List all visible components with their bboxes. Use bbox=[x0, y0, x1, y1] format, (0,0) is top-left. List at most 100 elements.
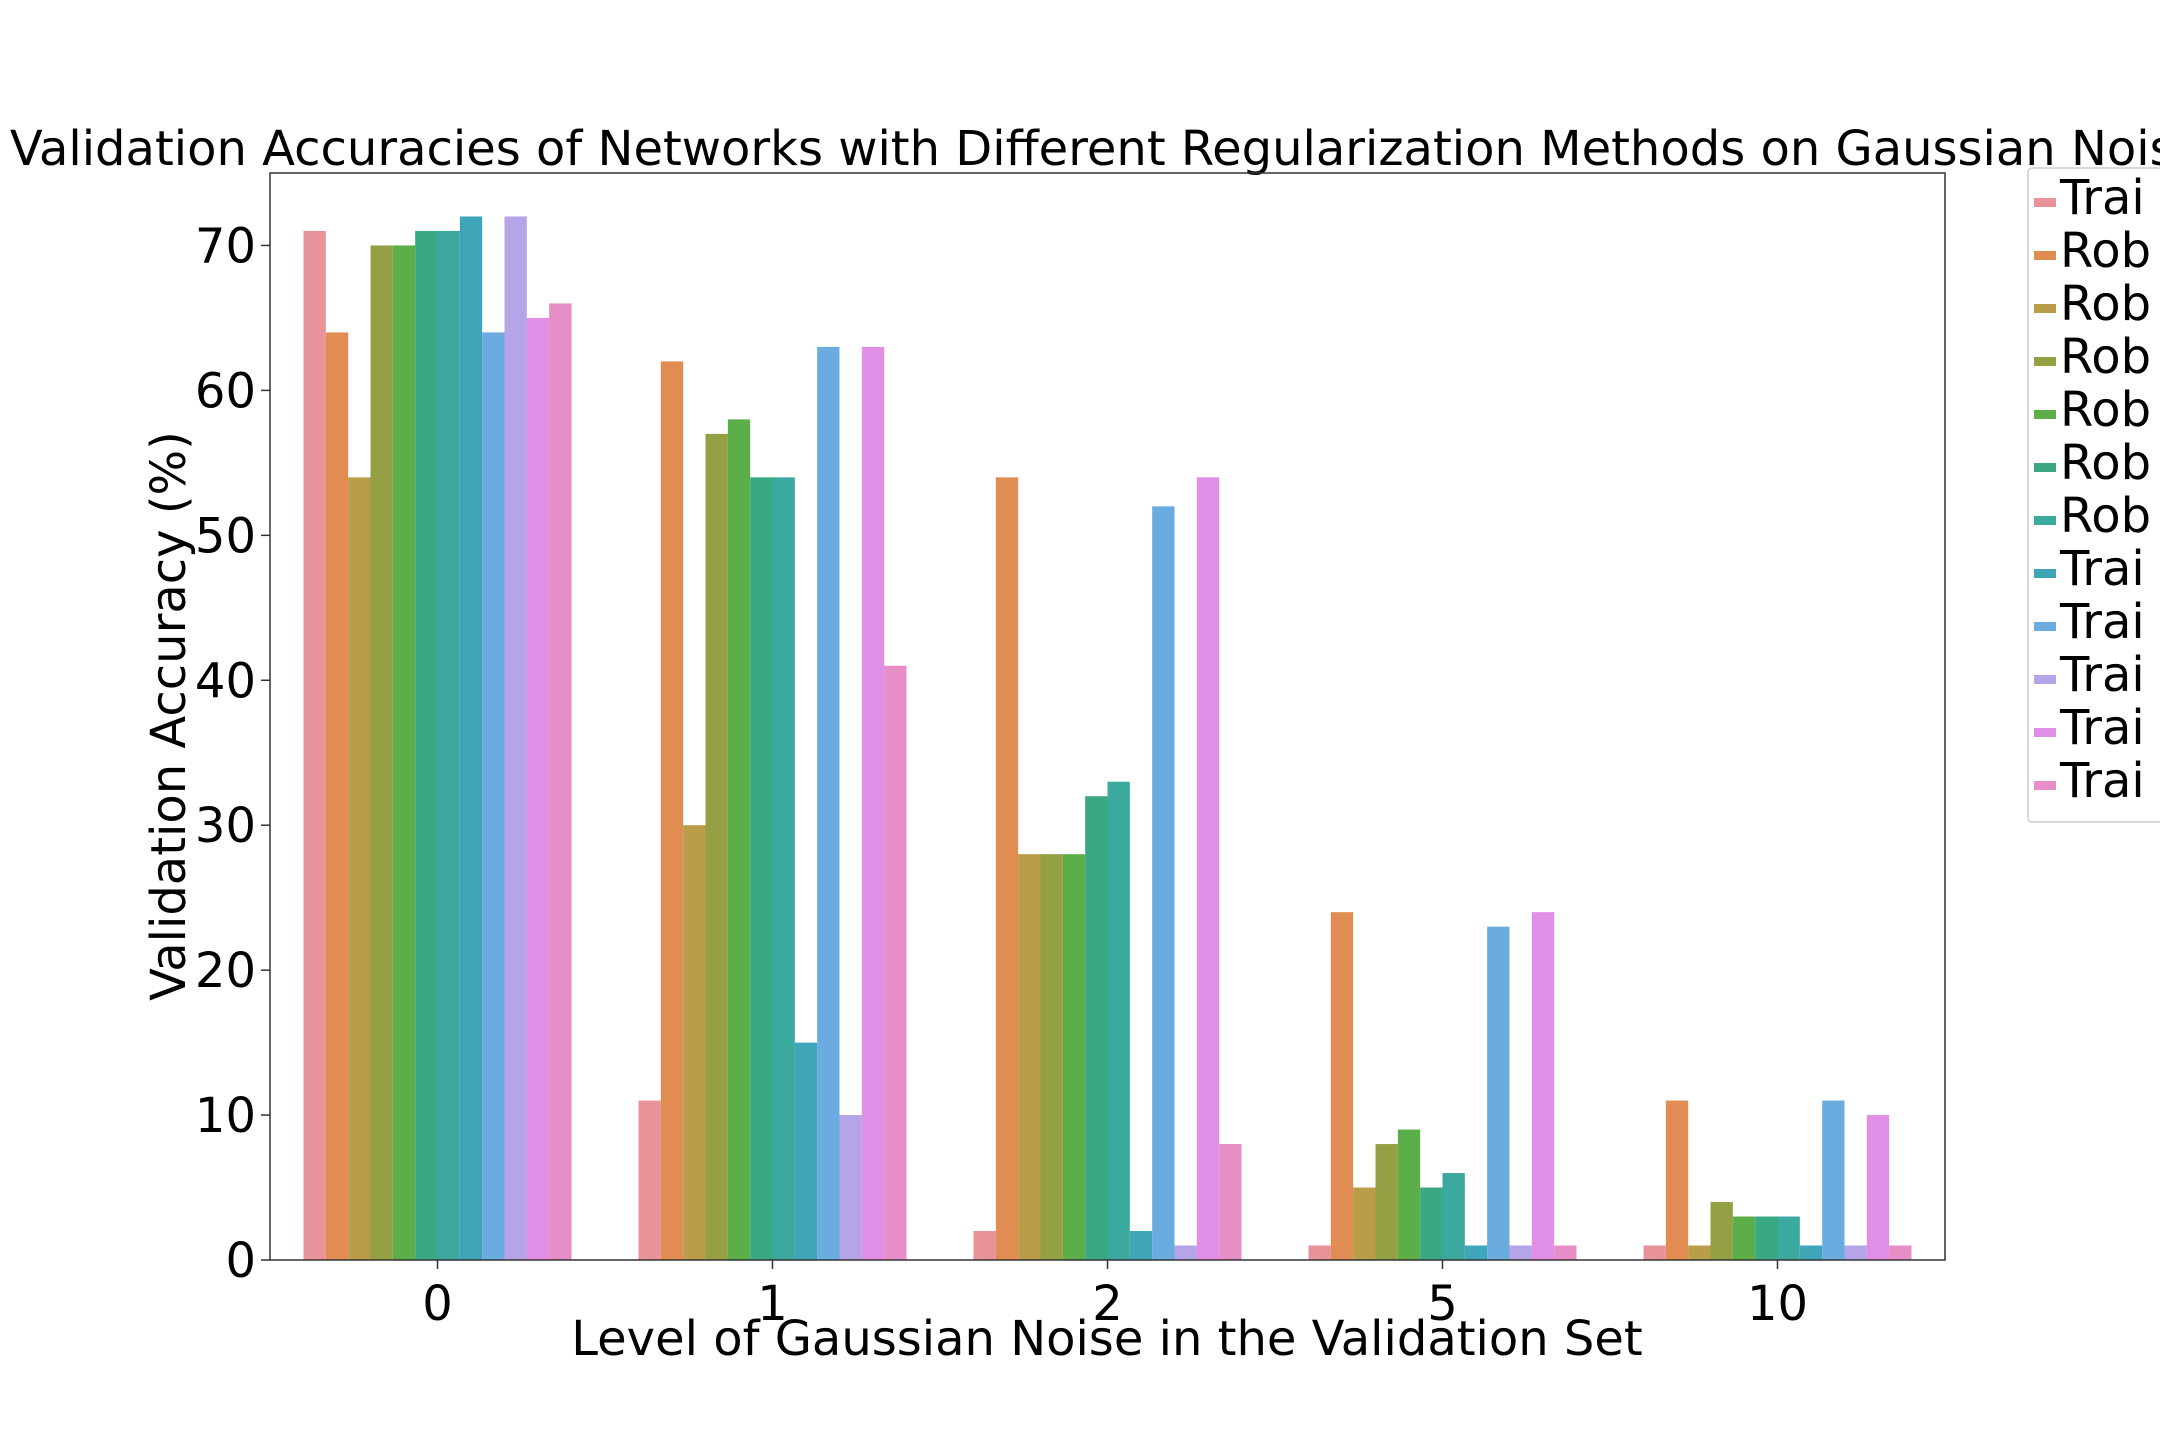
y-tick-label: 40 bbox=[195, 653, 256, 709]
bar bbox=[1219, 1144, 1242, 1260]
bar bbox=[348, 477, 371, 1260]
legend-label: Trai bbox=[2059, 753, 2145, 809]
y-tick-label: 60 bbox=[195, 363, 256, 419]
legend-label: Trai bbox=[2059, 700, 2145, 756]
bar bbox=[1152, 506, 1175, 1260]
y-tick-label: 50 bbox=[195, 508, 256, 564]
legend-label: Trai bbox=[2059, 647, 2145, 703]
legend-label: Trai bbox=[2059, 541, 2145, 597]
bar bbox=[1509, 1245, 1532, 1260]
bars-layer bbox=[303, 216, 1912, 1261]
bar bbox=[1420, 1187, 1443, 1260]
y-axis-label: Validation Accuracy (%) bbox=[141, 431, 197, 1001]
legend-label: Rob bbox=[2060, 435, 2151, 491]
bar bbox=[995, 477, 1019, 1260]
legend-swatch bbox=[2034, 198, 2056, 207]
y-tick-label: 0 bbox=[225, 1233, 256, 1289]
bar bbox=[1330, 912, 1354, 1260]
bar bbox=[1040, 854, 1063, 1260]
bar bbox=[1665, 1100, 1689, 1260]
bar bbox=[459, 216, 483, 1261]
bar bbox=[794, 1042, 818, 1260]
bar bbox=[772, 477, 795, 1260]
bar bbox=[482, 332, 505, 1261]
bar bbox=[504, 216, 527, 1261]
legend-frame bbox=[2027, 167, 2160, 823]
bar bbox=[392, 245, 416, 1260]
legend-swatch bbox=[2034, 304, 2056, 313]
bar bbox=[1755, 1216, 1778, 1260]
legend-swatch bbox=[2034, 463, 2056, 472]
bar bbox=[325, 332, 349, 1261]
legend-label: Rob bbox=[2060, 382, 2151, 438]
bar bbox=[705, 433, 728, 1260]
bar bbox=[1174, 1245, 1197, 1260]
bar bbox=[727, 419, 751, 1260]
bar bbox=[1688, 1245, 1711, 1260]
legend-swatch bbox=[2034, 728, 2056, 737]
bar bbox=[861, 346, 885, 1260]
bar bbox=[1822, 1100, 1845, 1260]
legend-swatch bbox=[2034, 622, 2056, 631]
bar bbox=[1889, 1245, 1912, 1260]
bar bbox=[526, 317, 550, 1260]
legend-label: Rob bbox=[2060, 276, 2151, 332]
legend-swatch bbox=[2034, 781, 2056, 790]
bar bbox=[1844, 1245, 1867, 1260]
bar bbox=[973, 1231, 996, 1260]
bar bbox=[415, 230, 438, 1260]
y-tick-label: 10 bbox=[195, 1088, 256, 1144]
bar bbox=[1643, 1245, 1666, 1260]
legend-swatch bbox=[2034, 357, 2056, 366]
bar bbox=[1397, 1129, 1421, 1260]
x-tick-label: 5 bbox=[1427, 1276, 1458, 1332]
bar bbox=[437, 230, 460, 1260]
bar bbox=[1487, 926, 1510, 1260]
legend-label: Trai bbox=[2059, 170, 2145, 226]
bar bbox=[683, 825, 706, 1260]
bar bbox=[750, 477, 773, 1260]
legend-label: Trai bbox=[2059, 594, 2145, 650]
x-tick-label: 2 bbox=[1092, 1276, 1123, 1332]
y-tick-label: 30 bbox=[195, 798, 256, 854]
bar bbox=[303, 230, 326, 1260]
x-axis-ticks: 0 1 2 5 10 bbox=[422, 1260, 1808, 1332]
bar bbox=[660, 361, 684, 1260]
bar bbox=[1129, 1231, 1153, 1260]
bar bbox=[839, 1115, 862, 1260]
bar bbox=[1442, 1173, 1465, 1260]
bar bbox=[884, 665, 907, 1260]
bar bbox=[1464, 1245, 1488, 1260]
legend: TraiRobRobRobRobRobRobTraiTraiTraiTraiTr… bbox=[2027, 167, 2160, 823]
chart-title: Validation Accuracies of Networks with D… bbox=[10, 121, 2160, 177]
legend-swatch bbox=[2034, 410, 2056, 419]
bar bbox=[1866, 1115, 1890, 1260]
bar bbox=[1732, 1216, 1756, 1260]
legend-label: Rob bbox=[2060, 488, 2151, 544]
bar bbox=[1196, 477, 1220, 1260]
x-axis-label: Level of Gaussian Noise in the Validatio… bbox=[571, 1311, 1643, 1367]
bar bbox=[1085, 796, 1108, 1260]
x-tick-label: 10 bbox=[1747, 1276, 1808, 1332]
bar bbox=[1777, 1216, 1800, 1260]
bar bbox=[1710, 1202, 1733, 1260]
legend-label: Rob bbox=[2060, 329, 2151, 385]
bar bbox=[1062, 854, 1086, 1260]
legend-swatch bbox=[2034, 675, 2056, 684]
bar bbox=[549, 303, 572, 1260]
bar bbox=[1353, 1187, 1376, 1260]
bar bbox=[1018, 854, 1041, 1260]
y-tick-label: 20 bbox=[195, 943, 256, 999]
bar bbox=[1107, 781, 1130, 1260]
bar bbox=[638, 1100, 661, 1260]
x-tick-label: 1 bbox=[757, 1276, 788, 1332]
bar bbox=[1799, 1245, 1823, 1260]
x-tick-label: 0 bbox=[422, 1276, 453, 1332]
legend-swatch bbox=[2034, 516, 2056, 525]
bar bbox=[370, 245, 393, 1260]
bar bbox=[1531, 912, 1555, 1260]
y-axis-ticks: 0 10 20 30 40 50 60 70 bbox=[195, 218, 270, 1289]
bar bbox=[1375, 1144, 1398, 1260]
legend-swatch bbox=[2034, 569, 2056, 578]
